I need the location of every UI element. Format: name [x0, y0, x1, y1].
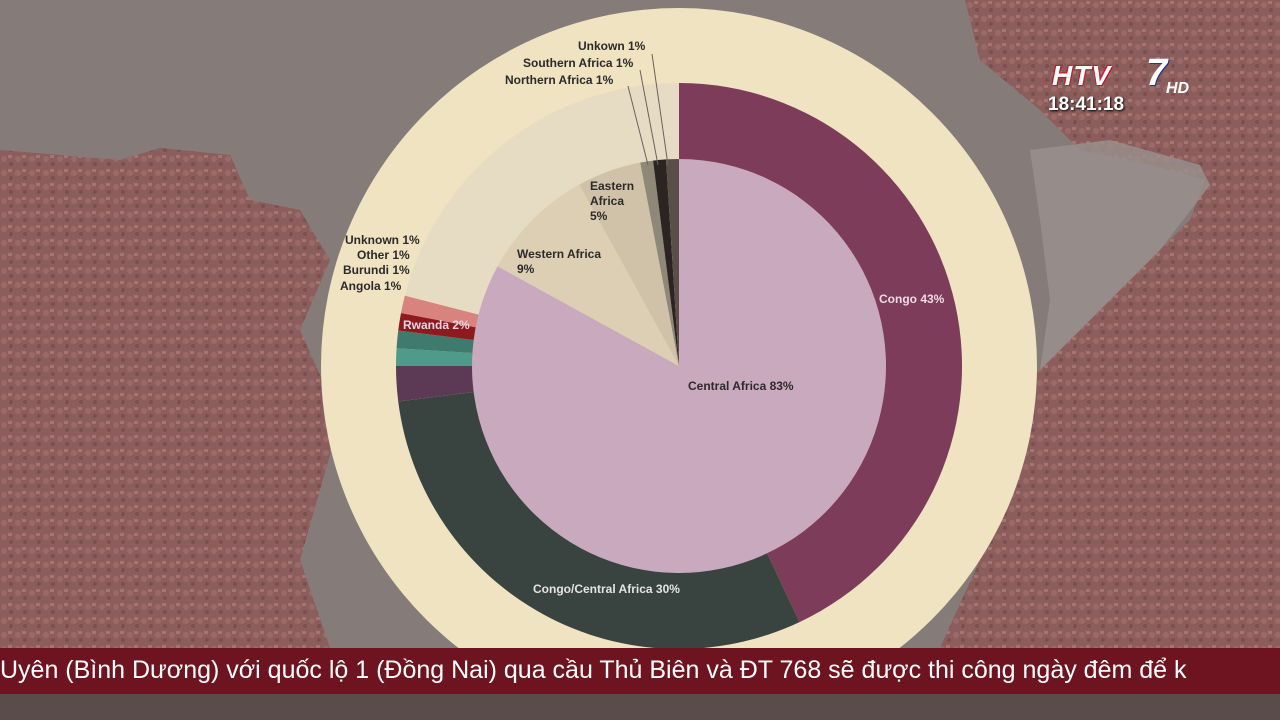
- map-region-left: [0, 148, 340, 648]
- leader-line-3: [651, 53, 669, 166]
- channel-logo-seven: 7: [1146, 52, 1168, 94]
- label-eastern-africa-pct: 5%: [590, 209, 608, 223]
- outer-slice-unknown: [401, 295, 481, 328]
- outer-slice-burundi: [396, 330, 476, 354]
- outer-slice-congo-central-africa: [398, 391, 800, 649]
- label-eastern-africa-name2: Africa: [590, 194, 624, 208]
- inner-slice-southern-africa: [653, 159, 679, 366]
- outer-slice-rwanda: [396, 366, 476, 402]
- leader-line-1: [627, 85, 649, 166]
- inner-slice-eastern-africa: [579, 162, 679, 366]
- inner-ring: [472, 159, 886, 574]
- label-central-africa: Central Africa 83%: [688, 379, 794, 393]
- label-unkown: Unkown 1%: [578, 39, 646, 53]
- inner-slice-western-africa: [497, 184, 679, 366]
- inner-slice-northern-africa: [640, 160, 679, 366]
- channel-logo-htv: HTV: [1052, 60, 1111, 91]
- label-northern-africa: Northern Africa 1%: [505, 73, 614, 87]
- label-other: Other 1%: [357, 248, 410, 262]
- outer-slice-congo: [679, 83, 962, 623]
- label-angola: Angola 1%: [340, 279, 402, 293]
- leader-line-2: [639, 69, 659, 166]
- outer-slice-other: [398, 312, 478, 341]
- news-ticker: Uyên (Bình Dương) với quốc lộ 1 (Đồng Na…: [0, 648, 1280, 694]
- news-ticker-text: Uyên (Bình Dương) với quốc lộ 1 (Đồng Na…: [0, 656, 1187, 684]
- inner-slice-unkown: [666, 159, 679, 366]
- outer-slice-angola: [396, 348, 475, 366]
- label-southern-africa: Southern Africa 1%: [523, 56, 634, 70]
- broadcast-clock: 18:41:18: [1048, 94, 1125, 115]
- label-western-africa-pct: 9%: [517, 262, 535, 276]
- map-region-right: [940, 0, 1280, 648]
- bottom-strip: [0, 694, 1280, 720]
- channel-logo-hd: HD: [1166, 80, 1190, 97]
- label-congo: Congo 43%: [879, 292, 945, 306]
- outer-slice-unlabeled-remainder: [404, 83, 679, 316]
- channel-logo: HTV 7 HD: [1046, 52, 1206, 118]
- label-western-africa-name: Western Africa: [517, 247, 601, 261]
- inner-slice-central-africa: [472, 159, 886, 574]
- label-eastern-africa-name1: Eastern: [590, 179, 634, 193]
- label-congo-central-africa: Congo/Central Africa 30%: [533, 582, 680, 596]
- label-western-africa: Western Africa 9%: [517, 247, 604, 276]
- outer-ring: [396, 83, 962, 649]
- label-unknown: Unknown 1%: [345, 233, 420, 247]
- label-rwanda: Rwanda 2%: [403, 318, 470, 332]
- label-burundi: Burundi 1%: [343, 263, 410, 277]
- map-continent: [1030, 140, 1210, 370]
- leader-lines: [627, 53, 669, 166]
- label-eastern-africa: Eastern Africa 5%: [590, 179, 637, 223]
